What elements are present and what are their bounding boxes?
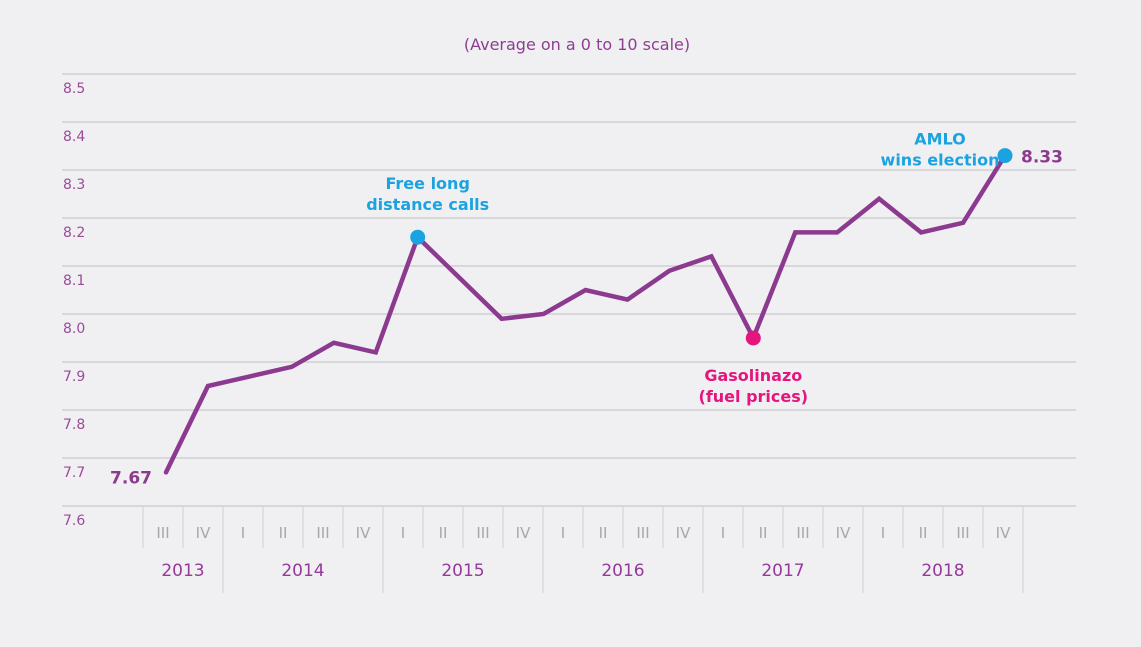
annotations-layer: Free long distance calls Gasolinazo (fuel p…: [366, 130, 1013, 406]
annotation-text: Free long: [386, 174, 470, 193]
y-tick-label: 8.5: [63, 81, 85, 97]
y-tick-label: 8.1: [63, 273, 85, 289]
quarter-label: III: [796, 524, 809, 542]
year-label: 2013: [161, 561, 204, 581]
quarter-label: III: [956, 524, 969, 542]
gridlines: [62, 73, 1076, 507]
quarter-label: II: [279, 524, 288, 542]
series-line: [163, 153, 1008, 475]
year-label: 2015: [441, 561, 484, 581]
quarter-label: IV: [836, 524, 851, 542]
quarter-label: III: [476, 524, 489, 542]
quarter-label: II: [919, 524, 928, 542]
annotation-marker: [410, 229, 426, 245]
quarter-label: III: [156, 524, 169, 542]
quarter-label: IV: [676, 524, 691, 542]
annotation-text: AMLO: [914, 130, 966, 149]
quarter-label: I: [401, 524, 405, 542]
quarter-label: II: [759, 524, 768, 542]
y-tick-label: 8.2: [63, 225, 85, 241]
quarter-label: IV: [996, 524, 1011, 542]
y-tick-label: 7.7: [63, 465, 85, 481]
quarter-label: II: [599, 524, 608, 542]
y-axis-ticks: 7.6 7.7 7.8 7.9 8.0 8.1 8.2 8.3 8.4 8.5: [63, 81, 85, 529]
quarter-label: IV: [516, 524, 531, 542]
y-tick-label: 8.4: [63, 129, 85, 145]
year-label: 2016: [601, 561, 644, 581]
chart-title: (Average on a 0 to 10 scale): [464, 35, 690, 54]
y-tick-label: 8.3: [63, 177, 85, 193]
data-label: 8.33: [1021, 148, 1063, 168]
year-label: 2014: [281, 561, 324, 581]
data-label: 7.67: [110, 468, 152, 488]
annotation-text: wins election: [881, 151, 1000, 170]
annotation-text: (fuel prices): [699, 387, 809, 406]
quarter-label: II: [439, 524, 448, 542]
quarter-label: III: [636, 524, 649, 542]
quarter-label: I: [881, 524, 885, 542]
quarter-label: I: [241, 524, 245, 542]
y-tick-label: 8.0: [63, 321, 85, 337]
quarter-label: IV: [356, 524, 371, 542]
series-layer: 7.67 8.33: [110, 148, 1063, 489]
quarter-label: I: [721, 524, 725, 542]
annotation-marker: [997, 148, 1013, 164]
quarter-label: I: [561, 524, 565, 542]
year-label: 2017: [761, 561, 804, 581]
y-tick-label: 7.9: [63, 369, 85, 385]
y-tick-label: 7.8: [63, 417, 85, 433]
year-label: 2018: [921, 561, 964, 581]
annotation-marker: [745, 330, 761, 346]
quarter-label: IV: [196, 524, 211, 542]
y-tick-label: 7.6: [63, 513, 85, 529]
annotation-text: distance calls: [366, 195, 489, 214]
quarter-label: III: [316, 524, 329, 542]
annotation-text: Gasolinazo: [704, 366, 802, 385]
